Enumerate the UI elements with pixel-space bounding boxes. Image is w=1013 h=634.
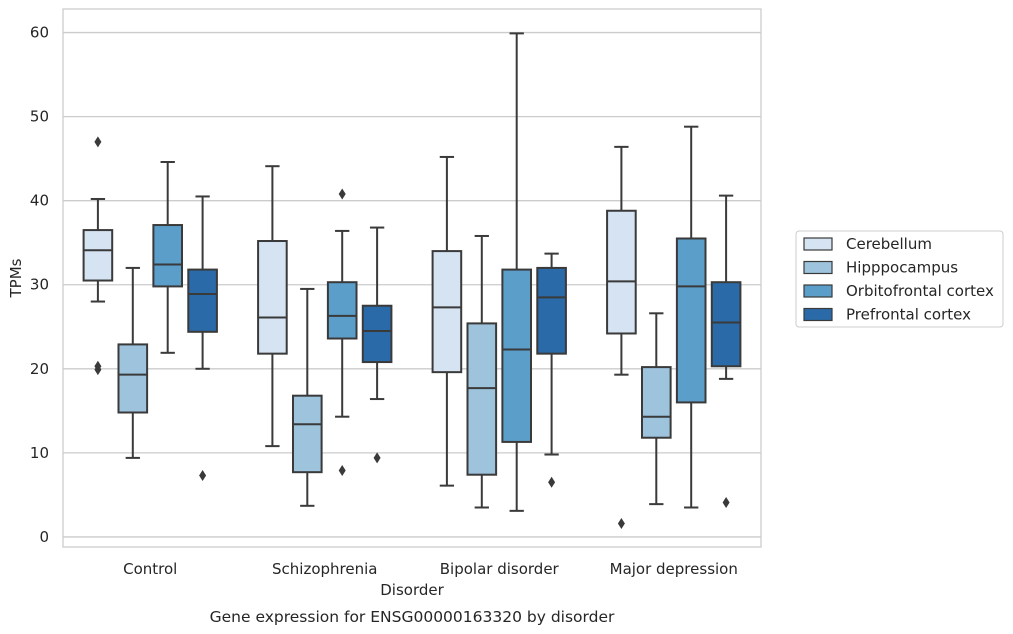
- box-1-1: [291, 287, 323, 507]
- box-body: [82, 229, 114, 282]
- legend-label: Hipppocampus: [846, 259, 958, 277]
- outlier-point: [94, 364, 102, 376]
- outlier-point: [94, 136, 102, 148]
- legend-frame: [795, 230, 1004, 328]
- legend: Cerebellum Hipppocampus Orbitofrontal cort…: [795, 230, 1004, 328]
- legend-swatch: [803, 284, 833, 298]
- box-body: [640, 366, 672, 439]
- x-axis-title: Disorder: [380, 581, 444, 599]
- y-tick-label: 0: [39, 528, 49, 546]
- box-body: [257, 240, 288, 355]
- legend-items: Cerebellum Hipppocampus Orbitofrontal cort…: [803, 235, 994, 324]
- outlier-point: [338, 188, 346, 200]
- box-body: [326, 281, 358, 340]
- box-body: [187, 268, 218, 333]
- box-body: [361, 304, 393, 364]
- outlier-point: [617, 517, 625, 529]
- y-axis-title: TPMs: [7, 258, 25, 298]
- x-tick-label: Bipolar disorder: [440, 560, 560, 578]
- y-tick-labels: 0 10 20 30 40 50 60: [30, 24, 49, 546]
- box-body: [501, 268, 533, 443]
- box-0-2: [152, 160, 184, 354]
- y-tick-label: 50: [30, 108, 49, 126]
- box-2-1: [466, 234, 498, 509]
- box-body: [536, 266, 567, 355]
- box-3-1: [640, 312, 672, 506]
- x-tick-label: Schizophrenia: [272, 560, 377, 578]
- outlier-point: [548, 476, 556, 488]
- x-tick-label: Major depression: [610, 560, 738, 578]
- legend-swatch: [803, 260, 833, 275]
- box-3-3: [710, 194, 742, 508]
- box-0-3: [187, 195, 218, 482]
- box-0-0: [82, 136, 114, 376]
- box-1-3: [361, 226, 393, 464]
- outlier-point: [722, 496, 730, 508]
- box-body: [606, 209, 637, 335]
- box-2-0: [431, 155, 463, 487]
- x-tick-label: Control: [123, 560, 177, 578]
- box-0-1: [117, 266, 149, 459]
- box-body: [152, 224, 184, 288]
- box-body: [675, 237, 707, 404]
- legend-swatch: [803, 307, 833, 322]
- legend-label: Orbitofrontal cortex: [846, 282, 994, 300]
- box-1-0: [257, 165, 288, 448]
- box-layer: [82, 32, 742, 529]
- box-body: [466, 322, 498, 476]
- box-body: [291, 394, 323, 474]
- box-body: [431, 250, 463, 374]
- chart-caption: Gene expression for ENSG00000163320 by d…: [210, 608, 615, 626]
- outlier-point: [338, 465, 346, 477]
- legend-label: Prefrontal cortex: [846, 306, 971, 324]
- y-tick-label: 10: [30, 444, 49, 462]
- y-tick-label: 30: [30, 276, 49, 294]
- y-tick-label: 60: [30, 24, 49, 42]
- box-body: [710, 281, 742, 368]
- box-1-2: [326, 188, 358, 477]
- box-2-3: [536, 252, 567, 488]
- outlier-point: [199, 470, 207, 482]
- y-tick-label: 20: [30, 360, 49, 378]
- legend-swatch: [803, 237, 833, 251]
- box-body: [117, 343, 149, 414]
- legend-label: Cerebellum: [846, 235, 932, 253]
- box-3-2: [675, 125, 707, 509]
- y-tick-label: 40: [30, 192, 49, 210]
- box-2-2: [501, 32, 533, 512]
- x-tick-labels: Control Schizophrenia Bipolar disorder Majo…: [123, 560, 738, 578]
- outlier-point: [373, 452, 381, 464]
- box-3-0: [606, 145, 637, 529]
- plot-area-frame: [62, 8, 762, 548]
